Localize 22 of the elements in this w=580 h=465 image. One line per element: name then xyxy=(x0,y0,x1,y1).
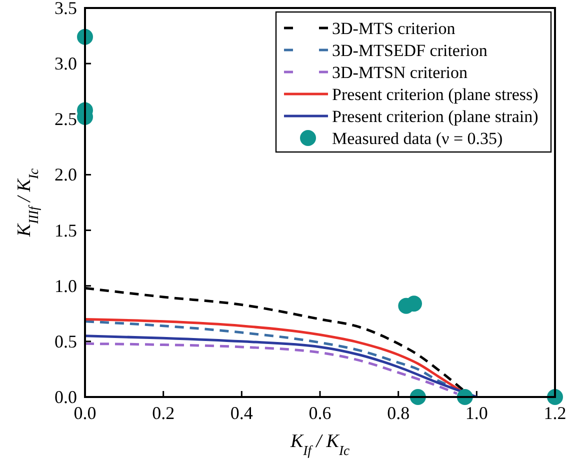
legend-label: 3D-MTSN criterion xyxy=(332,63,468,82)
y-tick-label: 1.0 xyxy=(54,276,77,296)
line-series xyxy=(84,334,478,398)
x-tick-label: 0.8 xyxy=(387,403,410,423)
x-axis-title: K$_{If}$ / K$_{Ic}$ xyxy=(289,431,350,458)
x-tick-label: 1.2 xyxy=(544,403,566,423)
x-tick-label: 0.2 xyxy=(152,403,175,423)
x-tick-label: 0.4 xyxy=(230,403,253,423)
y-tick-label: 1.5 xyxy=(54,220,77,240)
x-tick-label: 0.6 xyxy=(308,403,332,423)
legend-label: Present criterion (plane strain) xyxy=(332,107,538,126)
y-tick-label: 3.5 xyxy=(54,0,77,18)
point xyxy=(406,296,422,312)
legend-label: Measured data (ν = 0.35) xyxy=(332,129,503,148)
y-tick-label: 2.0 xyxy=(54,164,77,185)
y-tick-label: 3.0 xyxy=(54,54,77,74)
legend-label: 3D-MTSEDF criterion xyxy=(332,41,488,60)
y-tick-label: 0.5 xyxy=(54,331,77,352)
legend-label: Present criterion (plane stress) xyxy=(332,85,538,104)
x-tick-label: 1.0 xyxy=(465,403,488,423)
y-tick-label: 2.5 xyxy=(54,109,77,130)
legend-label: 3D-MTS criterion xyxy=(332,19,456,38)
